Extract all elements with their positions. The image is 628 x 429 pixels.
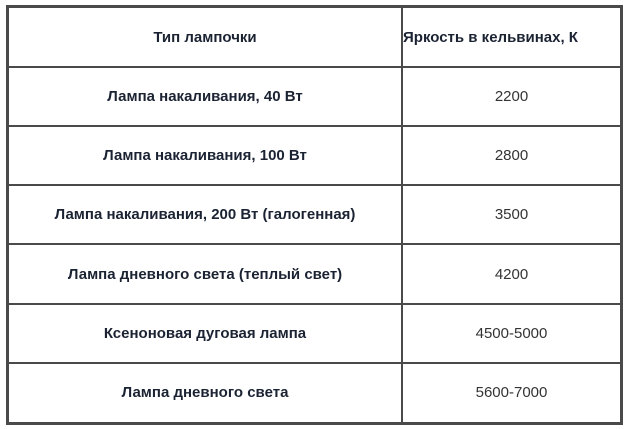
bulb-type-cell: Лампа накаливания, 100 Вт xyxy=(6,125,403,187)
bulb-type-cell: Лампа накаливания, 40 Вт xyxy=(6,65,403,128)
kelvin-cell: 5600-7000 xyxy=(401,361,623,425)
kelvin-cell: 2800 xyxy=(401,125,623,187)
bulb-type-cell: Ксеноновая дуговая лампа xyxy=(6,302,403,364)
table-row: Лампа дневного света (теплый свет) 4200 xyxy=(6,243,623,305)
header-row: Тип лампочки Яркость в кельвинах, К xyxy=(6,5,623,68)
kelvin-cell: 4200 xyxy=(401,243,623,305)
table-row: Лампа накаливания, 100 Вт 2800 xyxy=(6,125,623,187)
table-row: Лампа накаливания, 200 Вт (галогенная) 3… xyxy=(6,184,623,246)
kelvin-cell: 4500-5000 xyxy=(401,302,623,364)
bulb-type-cell: Лампа дневного света (теплый свет) xyxy=(6,243,403,305)
bulb-type-cell: Лампа накаливания, 200 Вт (галогенная) xyxy=(6,184,403,246)
bulb-temperature-table: Тип лампочки Яркость в кельвинах, К Ламп… xyxy=(6,5,623,425)
header-bulb-type: Тип лампочки xyxy=(6,5,403,68)
kelvin-cell: 2200 xyxy=(401,65,623,128)
table-row: Лампа дневного света 5600-7000 xyxy=(6,361,623,425)
header-kelvin: Яркость в кельвинах, К xyxy=(401,5,623,68)
table-row: Лампа накаливания, 40 Вт 2200 xyxy=(6,65,623,128)
table-row: Ксеноновая дуговая лампа 4500-5000 xyxy=(6,302,623,364)
bulb-type-cell: Лампа дневного света xyxy=(6,361,403,425)
kelvin-cell: 3500 xyxy=(401,184,623,246)
